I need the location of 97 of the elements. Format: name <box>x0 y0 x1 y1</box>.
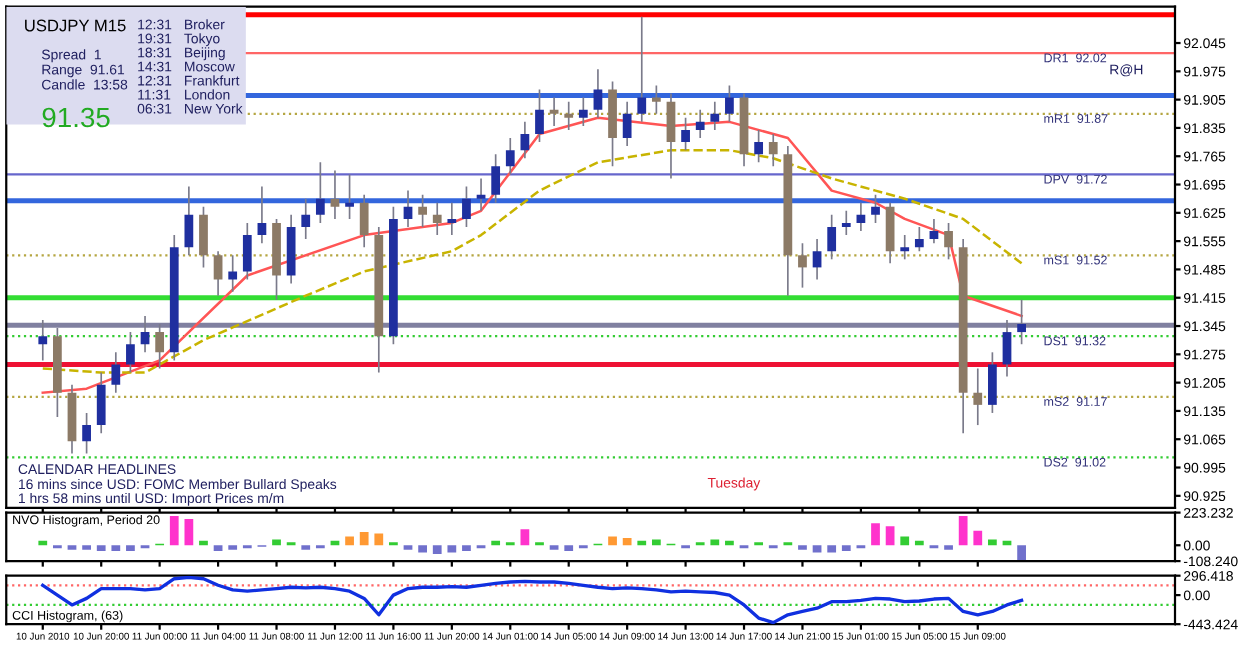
candlestick <box>432 201 442 236</box>
bar <box>900 536 910 546</box>
bar <box>126 545 135 552</box>
bar <box>841 545 851 552</box>
bar <box>432 545 442 555</box>
bar <box>272 539 281 546</box>
bar <box>374 533 384 546</box>
candlestick <box>242 222 252 281</box>
candlestick <box>856 201 866 232</box>
bar <box>359 532 369 546</box>
bar <box>973 530 983 546</box>
candlestick <box>812 238 822 281</box>
candlestick <box>403 189 413 228</box>
candlestick <box>505 137 515 176</box>
candlestick <box>841 209 851 236</box>
bar <box>608 536 617 546</box>
bar <box>885 526 895 546</box>
candlestick <box>535 88 544 143</box>
candlestick <box>345 173 354 220</box>
candlestick <box>944 222 953 261</box>
line-series <box>41 148 1023 374</box>
candlestick <box>330 169 340 220</box>
bar <box>418 545 427 553</box>
bar <box>462 545 471 552</box>
candlestick <box>827 214 837 261</box>
candlestick <box>681 116 690 151</box>
candlestick <box>929 218 939 244</box>
candlestick <box>96 371 106 435</box>
bar <box>520 529 530 546</box>
candlestick <box>622 100 632 147</box>
bar <box>827 545 837 553</box>
candlestick <box>578 96 588 127</box>
candlestick <box>491 153 501 204</box>
text: USDJPY M15 <box>25 19 126 32</box>
bar <box>96 545 106 552</box>
candlestick <box>257 185 267 244</box>
bar <box>871 523 880 546</box>
bar <box>38 540 48 546</box>
candlestick <box>38 319 48 362</box>
candlestick <box>666 92 676 180</box>
bar <box>345 536 354 546</box>
candlestick <box>637 15 647 123</box>
candlestick <box>301 197 311 240</box>
bar <box>564 545 574 552</box>
candlestick <box>754 129 764 164</box>
candlestick <box>476 177 486 212</box>
candlestick <box>885 201 895 265</box>
bar <box>958 516 968 546</box>
candlestick <box>973 367 983 426</box>
candlestick <box>228 254 238 293</box>
candlestick <box>111 351 121 394</box>
line-series <box>41 575 1024 625</box>
candlestick <box>798 242 807 289</box>
annotation: 91.35 <box>42 107 110 128</box>
candlestick <box>549 96 559 127</box>
bar <box>213 545 223 552</box>
candlestick <box>184 185 194 257</box>
candlestick <box>199 205 208 269</box>
candlestick <box>155 323 165 370</box>
bar <box>651 539 661 546</box>
bar <box>812 545 822 553</box>
bar <box>725 540 734 546</box>
candlestick <box>140 315 150 354</box>
bar <box>111 545 121 552</box>
bar <box>184 518 194 546</box>
bar <box>622 537 632 546</box>
candlestick <box>564 100 574 131</box>
candlestick <box>462 185 471 228</box>
bar <box>1017 545 1026 560</box>
bar <box>710 539 720 546</box>
candlestick <box>914 226 924 253</box>
candlestick <box>988 351 997 414</box>
candlestick <box>447 201 457 236</box>
candlestick <box>359 193 369 249</box>
candlestick <box>725 84 734 123</box>
candlestick <box>710 100 720 131</box>
bar <box>914 540 924 546</box>
candlestick <box>1002 319 1012 378</box>
candlestick <box>900 234 910 261</box>
bar <box>637 540 647 546</box>
bar <box>199 540 208 546</box>
candlestick <box>593 68 603 119</box>
candlestick <box>315 161 325 224</box>
candlestick <box>1017 298 1026 346</box>
bar <box>169 516 179 546</box>
candlestick <box>82 412 91 455</box>
candlestick <box>651 84 661 115</box>
candlestick <box>126 331 135 374</box>
candlestick <box>520 121 530 160</box>
bar <box>447 545 457 553</box>
candlestick <box>695 108 705 139</box>
candlestick <box>418 193 427 228</box>
bar <box>491 540 501 546</box>
candlestick <box>213 250 223 297</box>
bar <box>988 539 997 546</box>
candlestick <box>768 133 778 168</box>
candlestick <box>871 193 880 224</box>
